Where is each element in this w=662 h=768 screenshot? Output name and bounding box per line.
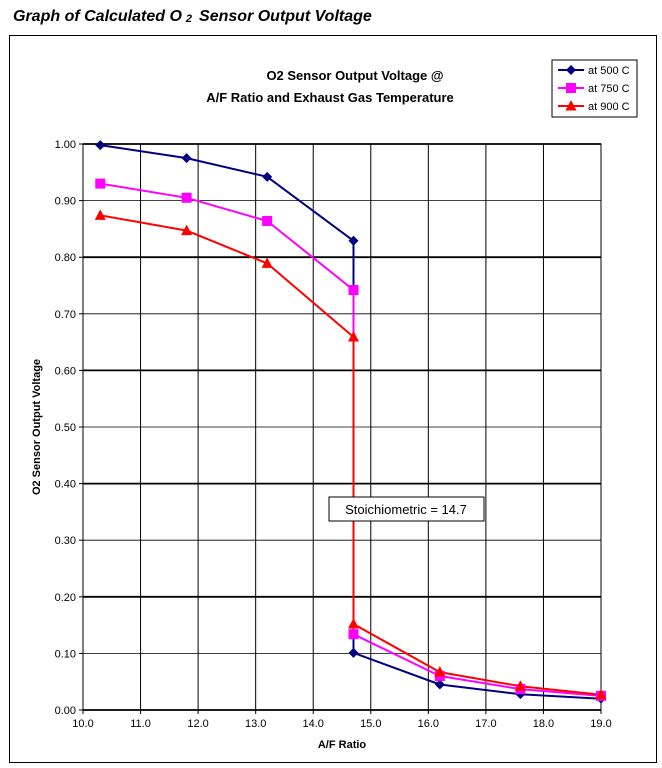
chart-frame (9, 35, 657, 763)
y-tick-label: 0.50 (55, 422, 76, 434)
stoichiometric-annotation: Stoichiometric = 14.7 (345, 502, 467, 517)
x-tick-label: 17.0 (475, 718, 496, 730)
x-tick-label: 16.0 (418, 718, 439, 730)
x-tick-label: 19.0 (590, 718, 611, 730)
data-point-1 (434, 679, 445, 690)
data-point-3 (94, 209, 106, 220)
data-point-3 (348, 331, 360, 342)
data-point-3 (595, 688, 607, 700)
x-tick-label: 18.0 (533, 718, 554, 730)
data-point-2 (262, 215, 273, 226)
series-markers (94, 140, 607, 704)
chart-title-line-2: A/F Ratio and Exhaust Gas Temperature (206, 90, 454, 105)
grid (82, 143, 602, 711)
data-point-2 (348, 285, 359, 296)
data-point-1 (95, 140, 106, 151)
series-line-3 (100, 214, 602, 696)
y-tick-label: 0.20 (55, 592, 76, 604)
axis-ticks: 10.0 11.0 12.0 13.0 14.0 15.0 16.0 17.0 18.0 19.0… (55, 139, 612, 730)
series-line-2 (100, 182, 602, 697)
legend-label-2: at 750 C (588, 83, 630, 95)
data-point-3 (261, 257, 273, 268)
y-tick-label: 0.30 (55, 535, 76, 547)
y-tick-label: 1.00 (55, 139, 76, 151)
y-tick-label: 0.80 (55, 252, 76, 264)
y-tick-label: 0.70 (55, 309, 76, 321)
annotation-box (328, 496, 485, 522)
legend-marker-1 (566, 65, 576, 75)
x-tick-label: 15.0 (360, 718, 381, 730)
x-tick-label: 10.0 (72, 718, 93, 730)
page-title-subscript: 2 (185, 13, 193, 25)
data-point-3 (434, 666, 446, 677)
y-tick-label: 0.90 (55, 196, 76, 208)
legend-marker-2 (566, 83, 576, 93)
data-point-3 (348, 617, 360, 629)
data-point-2 (348, 629, 359, 640)
page-title-main: Graph of Calculated O (13, 8, 182, 25)
legend-marker-3 (565, 100, 577, 111)
y-tick-label: 0.10 (55, 648, 76, 660)
chart-title-line-1: O2 Sensor Output Voltage @ (266, 68, 443, 83)
legend-label-1: at 500 C (588, 65, 630, 77)
x-axis-label: A/F Ratio (318, 739, 367, 751)
page-title-rest: Sensor Output Voltage (199, 8, 372, 25)
data-point-2 (95, 178, 106, 189)
legend: at 500 C at 750 C at 900 C (551, 59, 638, 118)
data-point-1 (262, 171, 273, 182)
data-point-1 (348, 647, 359, 658)
data-point-1 (181, 153, 192, 164)
page-title: Graph of Calculated O 2 Sensor Output Volt… (13, 8, 372, 26)
data-point-3 (181, 224, 193, 236)
y-tick-label: 0.00 (55, 705, 76, 717)
x-tick-label: 11.0 (130, 718, 151, 730)
legend-items: at 500 C at 750 C at 900 C (558, 65, 630, 113)
x-tick-label: 13.0 (245, 718, 266, 730)
series-lines (100, 144, 602, 700)
x-tick-label: 12.0 (187, 718, 208, 730)
data-point-3 (514, 680, 526, 691)
data-point-1 (348, 235, 359, 246)
y-axis-label: O2 Sensor Output Voltage (31, 359, 43, 495)
legend-label-3: at 900 C (588, 101, 630, 113)
x-tick-label: 14.0 (303, 718, 324, 730)
y-tick-label: 0.60 (55, 365, 76, 377)
data-point-2 (181, 192, 192, 203)
y-tick-label: 0.40 (55, 479, 76, 491)
